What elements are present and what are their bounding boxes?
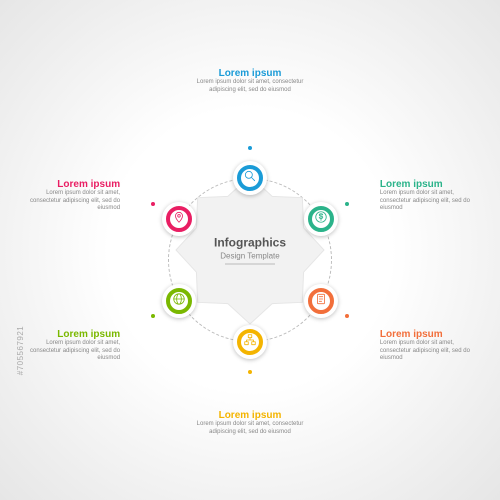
connector-dot	[248, 370, 252, 374]
watermark-id: #705567921	[16, 326, 25, 376]
connector-dot	[151, 202, 155, 206]
org-icon	[243, 333, 257, 352]
label-body: Lorem ipsum dolor sit amet, consectetur …	[25, 340, 120, 363]
label-block: Lorem ipsum Lorem ipsum dolor sit amet, …	[380, 329, 475, 363]
label-block: Lorem ipsum Lorem ipsum dolor sit amet, …	[25, 329, 120, 363]
connector-dot	[151, 314, 155, 318]
label-block: Lorem ipsum Lorem ipsum dolor sit amet, …	[380, 179, 475, 213]
center-title-block: Infographics Design Template	[214, 236, 286, 265]
label-body: Lorem ipsum dolor sit amet, consectetur …	[25, 190, 120, 213]
label-heading: Lorem ipsum	[25, 329, 120, 340]
center-subtitle: Design Template	[214, 252, 286, 261]
center-title: Infographics	[214, 236, 286, 250]
search-icon	[243, 169, 257, 188]
infographic-stage: Infographics Design Template	[0, 0, 500, 500]
node-search	[233, 161, 267, 195]
center-divider	[225, 264, 275, 265]
node-pin	[162, 202, 196, 236]
label-heading: Lorem ipsum	[25, 179, 120, 190]
label-heading: Lorem ipsum	[185, 68, 315, 79]
node-org	[233, 325, 267, 359]
connector-dot	[345, 202, 349, 206]
connector-dot	[345, 314, 349, 318]
label-body: Lorem ipsum dolor sit amet, consectetur …	[380, 190, 475, 213]
label-body: Lorem ipsum dolor sit amet, consectetur …	[185, 79, 315, 94]
label-heading: Lorem ipsum	[185, 410, 315, 421]
label-heading: Lorem ipsum	[380, 179, 475, 190]
label-body: Lorem ipsum dolor sit amet, consectetur …	[380, 340, 475, 363]
node-dollar	[304, 202, 338, 236]
node-book	[304, 284, 338, 318]
label-heading: Lorem ipsum	[380, 329, 475, 340]
connector-dot	[248, 146, 252, 150]
dollar-icon	[314, 210, 328, 229]
node-globe	[162, 284, 196, 318]
globe-icon	[172, 292, 186, 311]
pin-icon	[172, 210, 186, 229]
label-block: Lorem ipsum Lorem ipsum dolor sit amet, …	[185, 68, 315, 94]
label-block: Lorem ipsum Lorem ipsum dolor sit amet, …	[185, 410, 315, 436]
label-body: Lorem ipsum dolor sit amet, consectetur …	[185, 421, 315, 436]
label-block: Lorem ipsum Lorem ipsum dolor sit amet, …	[25, 179, 120, 213]
book-icon	[314, 292, 328, 311]
